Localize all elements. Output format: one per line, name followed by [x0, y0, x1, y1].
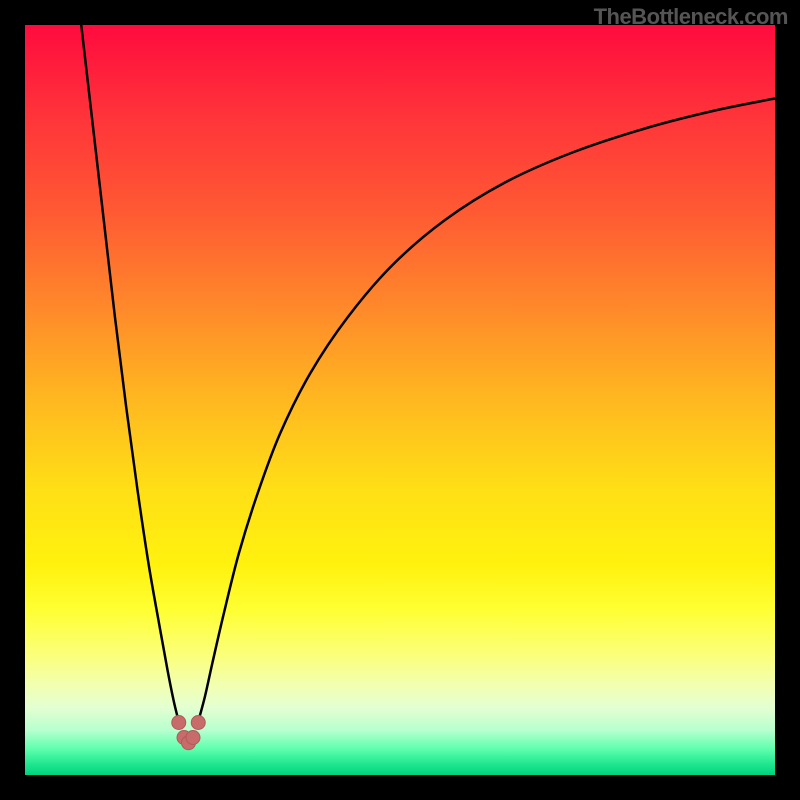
plot-area — [25, 25, 775, 775]
chart-svg — [25, 25, 775, 775]
chart-frame: TheBottleneck.com — [0, 0, 800, 800]
valley-marker — [186, 731, 200, 745]
watermark-label: TheBottleneck.com — [594, 4, 788, 30]
gradient-background — [25, 25, 775, 775]
valley-marker — [172, 716, 186, 730]
valley-marker — [191, 716, 205, 730]
